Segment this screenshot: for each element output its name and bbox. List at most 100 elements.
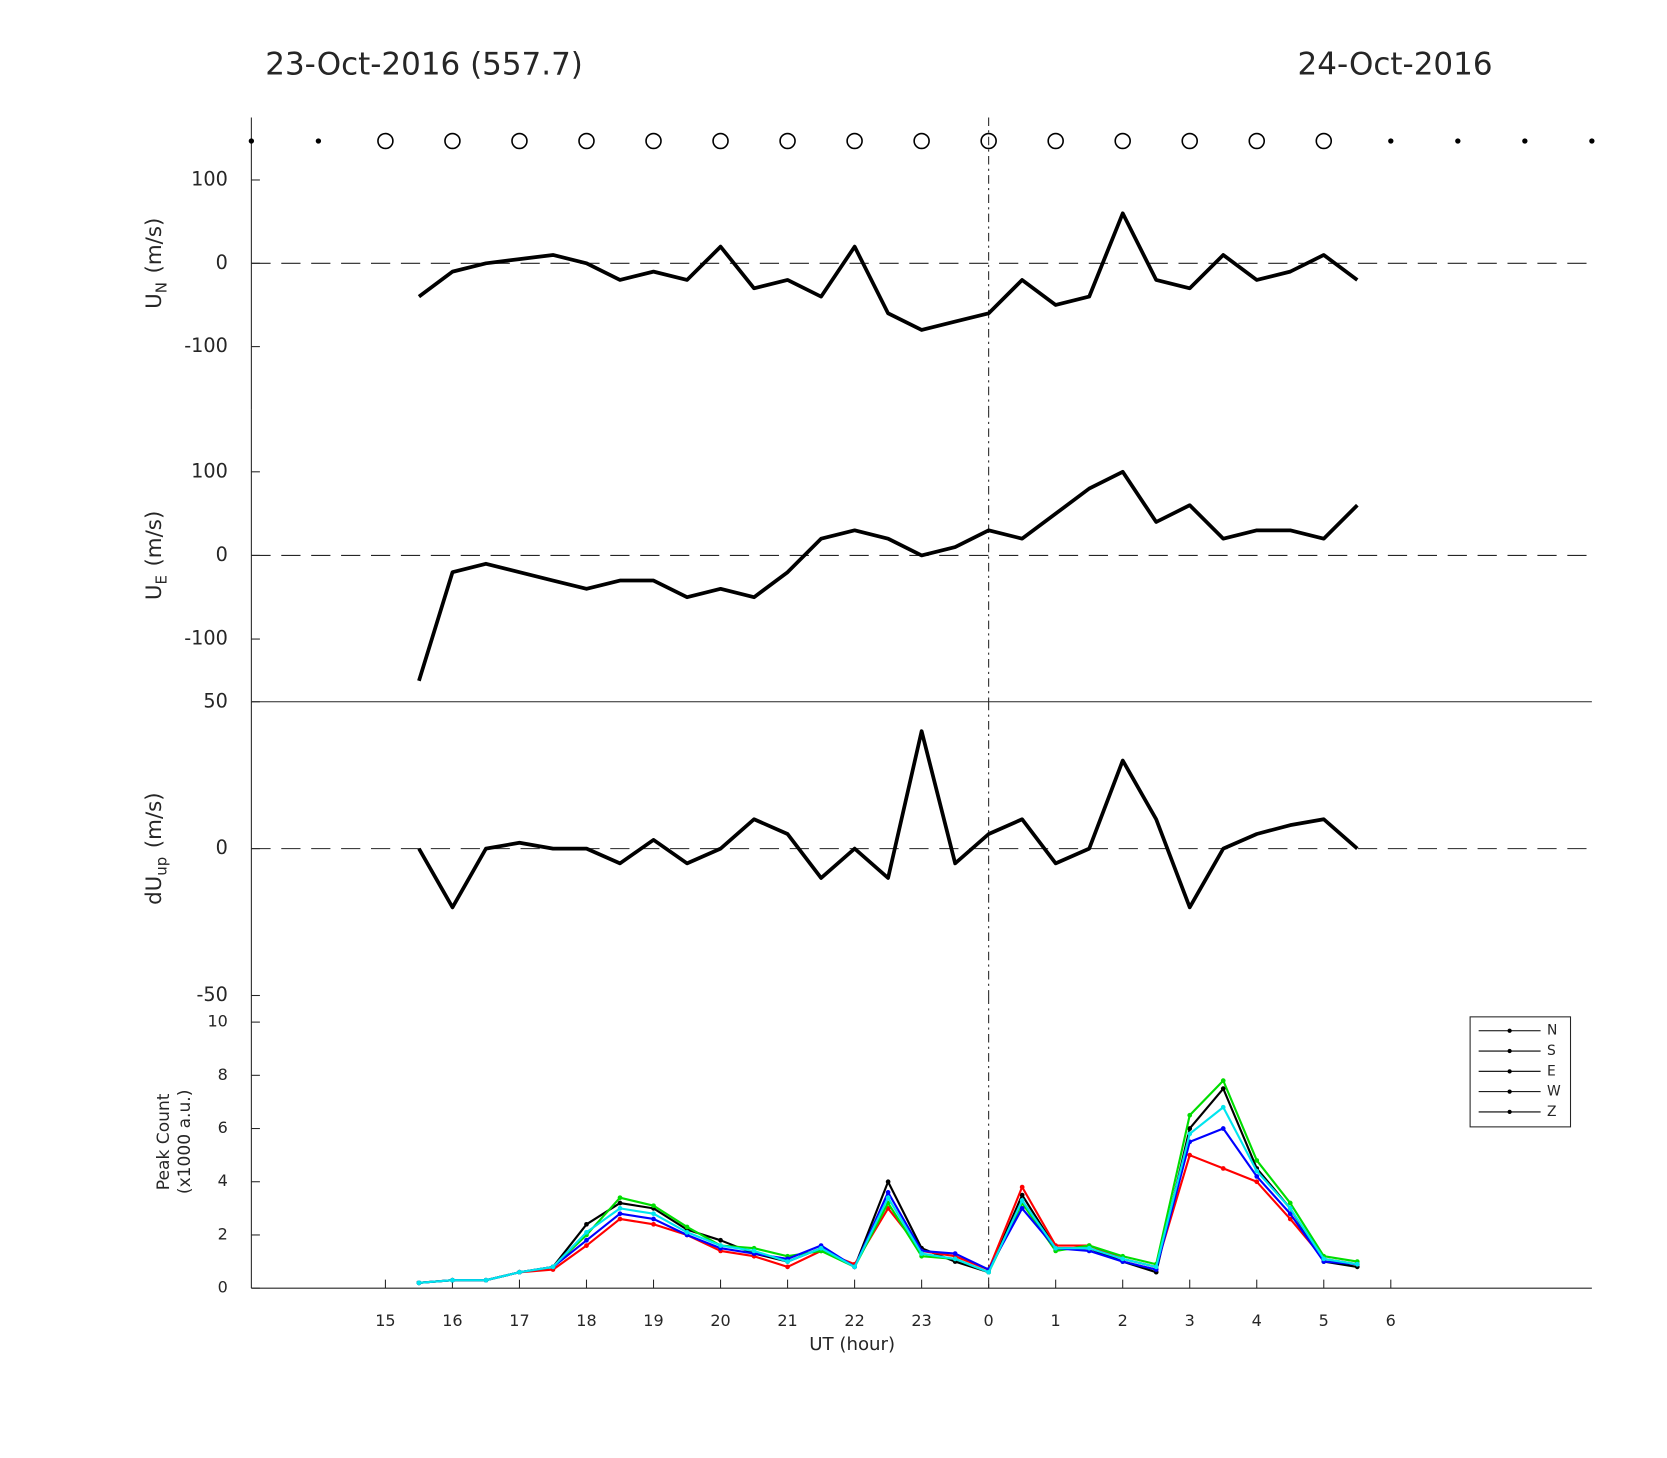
data-point: [818, 1245, 824, 1251]
data-point: [1254, 1158, 1260, 1163]
y-tick-label: -100: [184, 627, 228, 650]
x-tick-label: 1: [1051, 1311, 1061, 1330]
data-point: [1019, 1192, 1025, 1198]
observation-marker: [377, 132, 394, 150]
data-point: [751, 1248, 757, 1254]
observation-marker: [846, 132, 863, 150]
x-tick-label: 22: [844, 1311, 864, 1330]
x-tick-label: 20: [710, 1311, 730, 1330]
data-point: [952, 1251, 958, 1256]
data-point: [852, 1264, 857, 1270]
data-point: [1053, 1245, 1059, 1251]
data-point: [584, 1221, 589, 1227]
y-tick-label: -100: [184, 334, 228, 357]
data-point: [1321, 1256, 1327, 1262]
observation-marker: [913, 132, 930, 150]
data-point: [1287, 1216, 1293, 1222]
idle-marker: [315, 138, 322, 144]
x-axis-label: UT (hour): [809, 1334, 895, 1355]
x-tick-label: 19: [643, 1311, 663, 1330]
x-tick-label: 17: [509, 1311, 529, 1330]
y-axis-label-unit: (m/s): [142, 511, 167, 567]
observation-marker: [779, 132, 796, 150]
data-point: [483, 1277, 489, 1283]
y-tick-label: 100: [191, 459, 228, 482]
legend-dot: [1507, 1048, 1512, 1054]
data-point: [684, 1224, 690, 1230]
x-tick-label: 16: [442, 1311, 462, 1330]
data-point: [617, 1195, 623, 1201]
x-tick-label: 23: [911, 1311, 931, 1330]
x-tick-label: 15: [375, 1311, 395, 1330]
data-point: [1254, 1168, 1260, 1174]
data-point: [952, 1256, 958, 1262]
y-tick-label: 0: [216, 836, 228, 859]
data-point: [1220, 1166, 1226, 1171]
x-tick-label: 2: [1118, 1311, 1128, 1330]
data-point: [1187, 1152, 1193, 1158]
x-tick-label: 0: [984, 1311, 994, 1330]
legend-dot: [1507, 1109, 1512, 1115]
data-point: [651, 1221, 656, 1227]
idle-marker: [1455, 138, 1461, 144]
y-axis-label-text: U: [142, 585, 167, 601]
chart-title: 23-Oct-2016 (557.7): [265, 47, 583, 83]
data-line: [417, 729, 1359, 910]
y-axis-label-text: dU: [142, 876, 167, 905]
data-point: [1187, 1112, 1193, 1118]
y-axis-label-text: U: [142, 293, 167, 309]
data-point: [1120, 1256, 1126, 1262]
legend-dot: [1507, 1069, 1512, 1074]
y-tick-label: 0: [218, 1278, 228, 1297]
data-line: [417, 211, 1359, 332]
y-tick-label: 6: [218, 1118, 228, 1137]
y-axis-label-sub: E: [153, 575, 171, 584]
data-point: [1187, 1131, 1193, 1137]
legend-dot: [1507, 1089, 1512, 1094]
data-point: [617, 1211, 623, 1217]
data-point: [584, 1229, 589, 1235]
observation-marker: [511, 132, 528, 150]
data-point: [651, 1203, 656, 1209]
data-point: [885, 1195, 891, 1201]
data-point: [617, 1216, 623, 1222]
observation-marker: [645, 132, 662, 150]
idle-marker: [1522, 138, 1528, 144]
idle-marker: [1589, 138, 1595, 144]
idle-marker: [1388, 138, 1394, 144]
observation-marker: [1047, 132, 1064, 150]
data-point: [1086, 1245, 1092, 1251]
x-tick-label: 3: [1185, 1311, 1195, 1330]
data-point: [1153, 1264, 1159, 1270]
y-tick-label: 0: [216, 251, 228, 274]
x-tick-label: 21: [777, 1311, 797, 1330]
data-point: [785, 1259, 790, 1264]
observation-marker: [1248, 132, 1266, 150]
observation-marker: [1315, 132, 1333, 150]
data-point: [1254, 1179, 1260, 1185]
data-point: [1287, 1200, 1293, 1206]
data-point: [1220, 1126, 1226, 1131]
x-tick-label: 5: [1319, 1311, 1329, 1330]
y-axis-label-sub: up: [153, 857, 171, 876]
data-point: [550, 1264, 556, 1270]
data-point: [1287, 1211, 1293, 1217]
y-axis-label-unit: (m/s): [142, 792, 167, 848]
data-point: [885, 1190, 891, 1195]
data-point: [919, 1251, 924, 1256]
legend-dot: [1507, 1028, 1512, 1033]
y-tick-label: 100: [191, 167, 228, 190]
observation-marker: [444, 132, 461, 150]
y-tick-label: 2: [218, 1224, 228, 1243]
y-axis-label: UN (m/s): [142, 218, 170, 309]
legend-label: E: [1547, 1063, 1556, 1079]
data-point: [684, 1229, 690, 1235]
observation-marker: [1114, 132, 1131, 150]
y-tick-label: -50: [196, 983, 227, 1006]
data-point: [718, 1237, 723, 1243]
data-point: [1287, 1205, 1293, 1211]
data-point: [584, 1243, 589, 1248]
x-tick-label: 18: [576, 1311, 596, 1330]
